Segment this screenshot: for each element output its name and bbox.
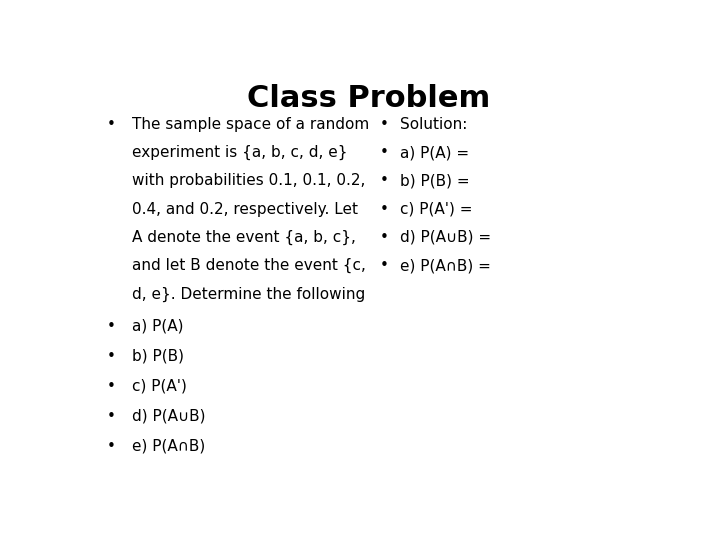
Text: and let B denote the event {c,: and let B denote the event {c, [132, 258, 366, 273]
Text: a) P(A): a) P(A) [132, 319, 184, 334]
Text: b) P(B): b) P(B) [132, 349, 184, 364]
Text: •: • [107, 319, 116, 334]
Text: •: • [107, 379, 116, 394]
Text: e) P(A∩B) =: e) P(A∩B) = [400, 258, 490, 273]
Text: c) P(A'): c) P(A') [132, 379, 186, 394]
Text: •: • [380, 258, 389, 273]
Text: 0.4, and 0.2, respectively. Let: 0.4, and 0.2, respectively. Let [132, 201, 358, 217]
Text: d) P(A∪B): d) P(A∪B) [132, 409, 205, 424]
Text: •: • [107, 117, 116, 132]
Text: d, e}. Determine the following: d, e}. Determine the following [132, 286, 365, 302]
Text: •: • [380, 230, 389, 245]
Text: c) P(A') =: c) P(A') = [400, 201, 472, 217]
Text: •: • [380, 173, 389, 188]
Text: d) P(A∪B) =: d) P(A∪B) = [400, 230, 491, 245]
Text: The sample space of a random: The sample space of a random [132, 117, 369, 132]
Text: A denote the event {a, b, c},: A denote the event {a, b, c}, [132, 230, 356, 245]
Text: Class Problem: Class Problem [248, 84, 490, 112]
Text: •: • [107, 409, 116, 424]
Text: •: • [380, 145, 389, 160]
Text: •: • [107, 438, 116, 454]
Text: b) P(B) =: b) P(B) = [400, 173, 469, 188]
Text: Solution:: Solution: [400, 117, 467, 132]
Text: a) P(A) =: a) P(A) = [400, 145, 469, 160]
Text: e) P(A∩B): e) P(A∩B) [132, 438, 205, 454]
Text: •: • [380, 117, 389, 132]
Text: •: • [107, 349, 116, 364]
Text: •: • [380, 201, 389, 217]
Text: experiment is {a, b, c, d, e}: experiment is {a, b, c, d, e} [132, 145, 347, 160]
Text: with probabilities 0.1, 0.1, 0.2,: with probabilities 0.1, 0.1, 0.2, [132, 173, 365, 188]
